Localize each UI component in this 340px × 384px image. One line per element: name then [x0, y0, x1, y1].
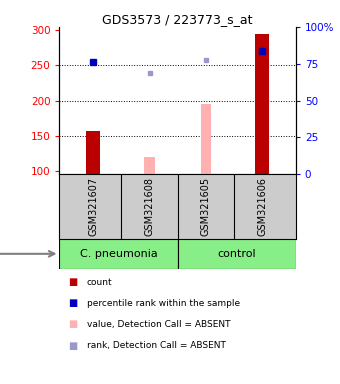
Text: GSM321608: GSM321608 [144, 177, 154, 236]
Bar [177, 239, 296, 269]
Text: C. pneumonia: C. pneumonia [80, 249, 157, 259]
Bar [201, 104, 211, 174]
Text: count: count [87, 278, 112, 287]
Text: ■: ■ [68, 298, 77, 308]
Text: ■: ■ [68, 341, 77, 351]
Text: ■: ■ [68, 277, 77, 287]
Text: GSM321606: GSM321606 [257, 177, 267, 236]
Text: rank, Detection Call = ABSENT: rank, Detection Call = ABSENT [87, 341, 225, 350]
Bar [86, 131, 100, 174]
Text: percentile rank within the sample: percentile rank within the sample [87, 299, 240, 308]
Bar [144, 157, 155, 174]
Bar [59, 239, 178, 269]
Text: ■: ■ [68, 319, 77, 329]
Text: GSM321605: GSM321605 [201, 177, 211, 236]
Text: GSM321607: GSM321607 [88, 177, 98, 236]
Text: value, Detection Call = ABSENT: value, Detection Call = ABSENT [87, 320, 230, 329]
Text: control: control [217, 249, 256, 259]
Bar [255, 34, 269, 174]
Title: GDS3573 / 223773_s_at: GDS3573 / 223773_s_at [102, 13, 253, 26]
